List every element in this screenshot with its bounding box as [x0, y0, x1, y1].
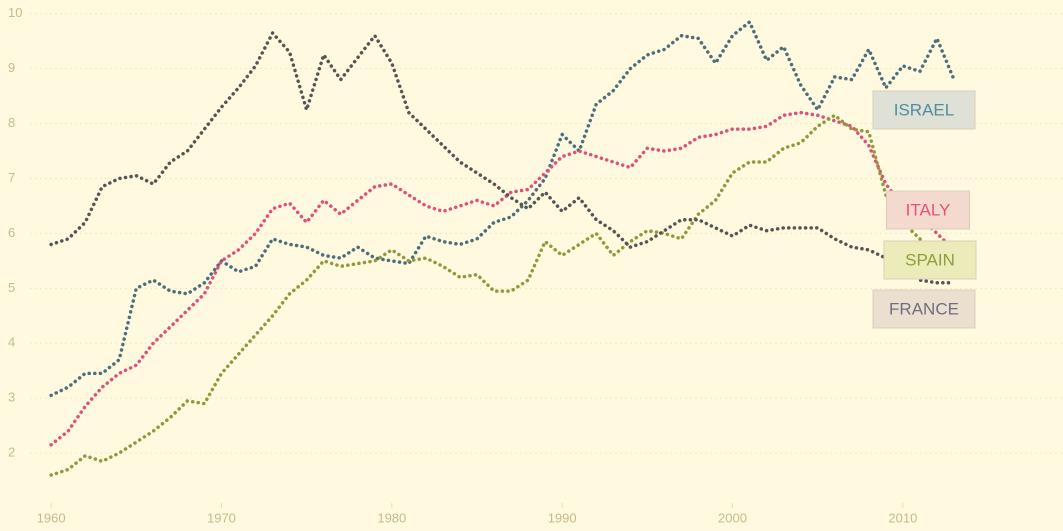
series-label-box [872, 289, 976, 329]
x-tick-label: 1990 [548, 510, 577, 525]
y-tick-label: 7 [8, 170, 15, 185]
series-label-text: ISRAEL [894, 100, 954, 119]
x-tick-label: 1970 [207, 510, 236, 525]
y-tick-label: 9 [8, 60, 15, 75]
y-tick-label: 8 [8, 115, 15, 130]
series-label-box [872, 90, 976, 130]
series-label-text: SPAIN [905, 250, 955, 269]
y-tick-label: 10 [8, 5, 22, 20]
series-label-text: ITALY [906, 200, 951, 219]
y-tick-label: 4 [8, 335, 15, 350]
series-label-box [883, 240, 977, 280]
series-label: SPAIN [883, 240, 977, 280]
series-line [49, 19, 956, 398]
series-label-box [886, 190, 970, 230]
x-tick-label: 2010 [888, 510, 917, 525]
y-tick-label: 3 [8, 390, 15, 405]
series-line [49, 110, 956, 447]
series-label: FRANCE [872, 289, 976, 329]
x-tick-label: 1960 [37, 510, 66, 525]
y-tick-label: 6 [8, 225, 15, 240]
series-line [49, 113, 956, 477]
x-tick-label: 1980 [377, 510, 406, 525]
series-label: ITALY [886, 190, 970, 230]
x-tick-label: 2000 [718, 510, 747, 525]
y-tick-label: 2 [8, 445, 15, 460]
series-line [49, 29, 956, 285]
series-label-text: FRANCE [889, 299, 959, 318]
y-tick-label: 5 [8, 280, 15, 295]
series-label: ISRAEL [872, 90, 976, 130]
